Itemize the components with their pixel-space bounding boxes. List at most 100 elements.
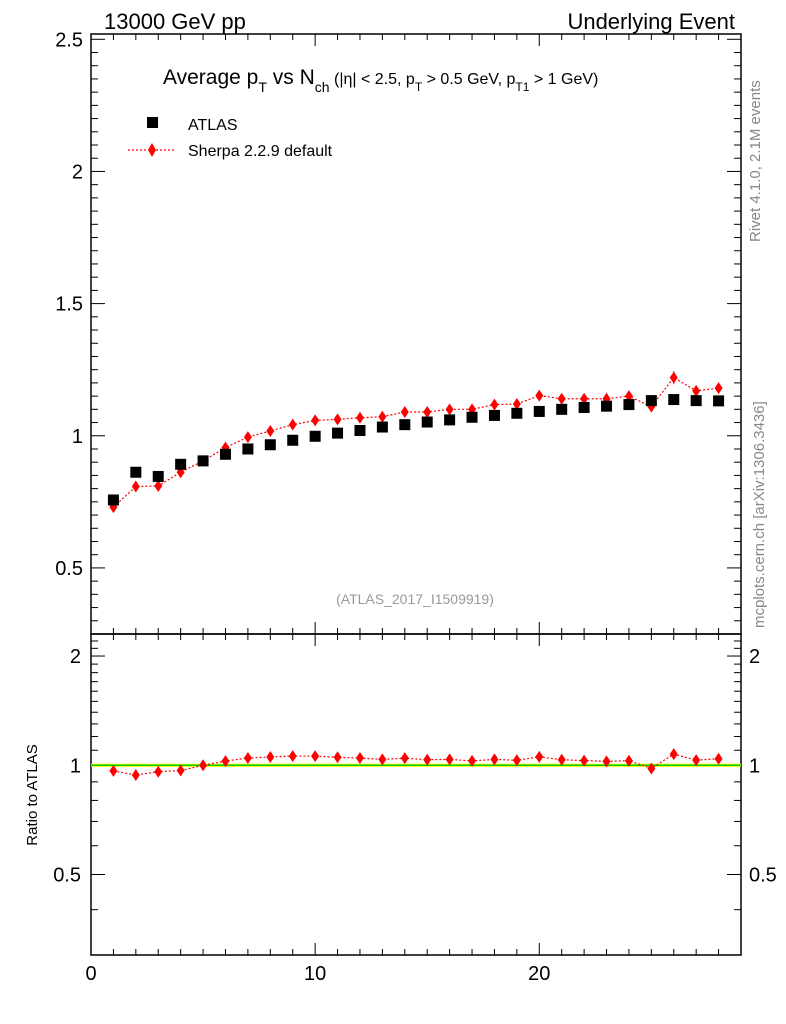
- ratio-mc-point: [669, 748, 678, 761]
- mc-point: [445, 403, 454, 416]
- y-tick-label: 2: [72, 161, 83, 183]
- ratio-mc-point: [423, 753, 432, 766]
- data-point: [107, 494, 119, 506]
- legend: ATLAS Sherpa 2.2.9 default: [128, 117, 333, 160]
- ratio-mc-point: [602, 755, 611, 768]
- axis-ticks: 0 10 20 0.5 1 1.5 2 2.5 0.5 0.5 1 1 2 2: [53, 29, 777, 985]
- mc-point: [669, 371, 678, 384]
- mc-point: [288, 418, 297, 431]
- mc-point: [714, 382, 723, 395]
- ratio-panel-frame: [90, 633, 742, 956]
- y-tick-label: 2.5: [55, 29, 83, 51]
- mc-point: [512, 398, 521, 411]
- data-point: [264, 439, 276, 451]
- data-point: [242, 443, 254, 455]
- mc-point: [311, 414, 320, 427]
- data-point: [713, 395, 725, 407]
- data-point: [287, 434, 299, 446]
- ratio-mc-point: [288, 750, 297, 763]
- ratio-mc-point: [400, 752, 409, 765]
- legend-mc-marker: [148, 143, 156, 157]
- ratio-mc-point: [243, 752, 252, 765]
- header-left: 13000 GeV pp: [104, 9, 246, 34]
- ratio-mc-point: [333, 751, 342, 764]
- ratio-mc-point: [535, 750, 544, 763]
- data-point: [511, 407, 523, 419]
- data-point: [421, 416, 433, 428]
- data-point: [556, 403, 568, 415]
- data-point: [130, 466, 142, 478]
- data-point: [533, 405, 545, 417]
- ratio-mc-point: [199, 759, 208, 772]
- x-tick-label: 20: [528, 963, 550, 985]
- y-tick-label: 1: [72, 426, 83, 448]
- ratio-mc-line: [113, 753, 719, 776]
- y-tick-label: 1.5: [55, 294, 83, 316]
- mc-point: [580, 392, 589, 405]
- main-marks: [107, 371, 725, 514]
- ratio-mc-point: [490, 753, 499, 766]
- ratio-marks: [91, 748, 741, 782]
- ratio-y-tick-label-right: 1: [749, 755, 760, 777]
- source-label: mcplots.cern.ch [arXiv:1306.3436]: [751, 401, 768, 628]
- x-tick-label: 10: [304, 963, 326, 985]
- data-point: [645, 395, 657, 407]
- ratio-ylabel: Ratio to ATLAS: [24, 744, 41, 845]
- ratio-y-tick-label-right: 2: [749, 646, 760, 668]
- chart-title: Average pT vs Nch (|η| < 2.5, pT > 0.5 G…: [163, 66, 598, 95]
- data-point: [175, 458, 187, 470]
- mc-point: [400, 405, 409, 418]
- ratio-y-tick-label-right: 0.5: [749, 864, 777, 886]
- legend-mc-label: Sherpa 2.2.9 default: [188, 143, 333, 160]
- mc-point: [557, 392, 566, 405]
- data-point: [332, 427, 344, 439]
- data-point: [152, 470, 164, 482]
- mc-point: [378, 410, 387, 423]
- ratio-mc-point: [154, 765, 163, 778]
- ratio-mc-point: [512, 754, 521, 767]
- y-tick-label: 0.5: [55, 558, 83, 580]
- data-point: [219, 448, 231, 460]
- data-point: [488, 409, 500, 421]
- ratio-y-tick-label: 1: [70, 755, 81, 777]
- data-point: [376, 421, 388, 433]
- rivet-label: Rivet 4.1.0, 2.1M events: [747, 80, 764, 242]
- ratio-mc-point: [580, 754, 589, 767]
- mc-point: [535, 389, 544, 402]
- x-tick-label: 0: [85, 963, 96, 985]
- data-point: [690, 395, 702, 407]
- data-point: [578, 401, 590, 413]
- ratio-mc-point: [355, 752, 364, 765]
- analysis-label: (ATLAS_2017_I1509919): [336, 591, 494, 607]
- mc-point: [131, 480, 140, 493]
- mc-point: [692, 384, 701, 397]
- ratio-y-tick-label: 0.5: [53, 864, 81, 886]
- ratio-mc-point: [176, 764, 185, 777]
- ratio-mc-point: [468, 754, 477, 767]
- mc-point: [355, 411, 364, 424]
- legend-data-label: ATLAS: [188, 117, 238, 134]
- ratio-y-tick-label: 2: [70, 646, 81, 668]
- ratio-mc-point: [109, 764, 118, 777]
- mc-point: [266, 425, 275, 438]
- header-right: Underlying Event: [567, 9, 735, 34]
- mc-line: [113, 376, 719, 508]
- mc-point: [333, 413, 342, 426]
- legend-data-marker: [147, 117, 158, 128]
- data-point: [668, 394, 680, 406]
- ratio-mc-point: [557, 753, 566, 766]
- data-point: [354, 424, 366, 436]
- ratio-mc-point: [624, 754, 633, 767]
- data-point: [309, 430, 321, 442]
- data-point: [601, 400, 613, 412]
- ratio-mc-point: [445, 753, 454, 766]
- ratio-mc-point: [131, 769, 140, 782]
- ratio-mc-point: [266, 750, 275, 763]
- ratio-mc-point: [647, 762, 656, 775]
- data-point: [399, 419, 411, 431]
- ratio-mc-point: [692, 754, 701, 767]
- ratio-mc-point: [221, 755, 230, 768]
- mc-point: [423, 405, 432, 418]
- ratio-mc-point: [378, 753, 387, 766]
